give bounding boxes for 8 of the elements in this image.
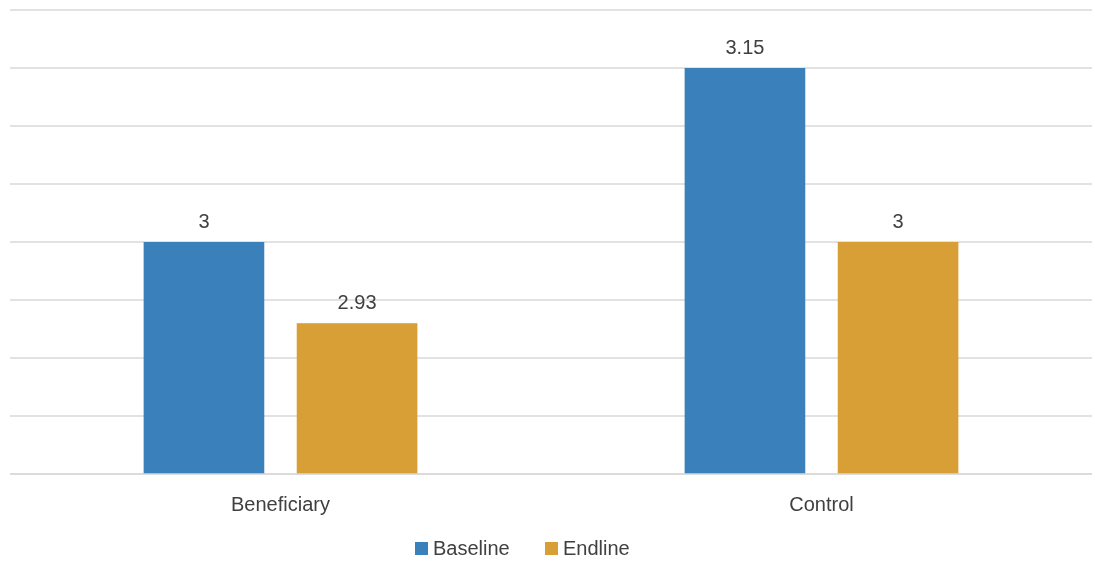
legend-label: Endline — [563, 537, 630, 559]
x-tick-label: Control — [789, 493, 854, 515]
legend-label: Baseline — [433, 537, 510, 559]
data-label: 3 — [892, 210, 904, 232]
data-label: 3.15 — [725, 36, 765, 58]
x-tick-label: Beneficiary — [231, 493, 330, 515]
data-label: 2.93 — [337, 291, 377, 314]
data-label: 3 — [198, 210, 210, 232]
